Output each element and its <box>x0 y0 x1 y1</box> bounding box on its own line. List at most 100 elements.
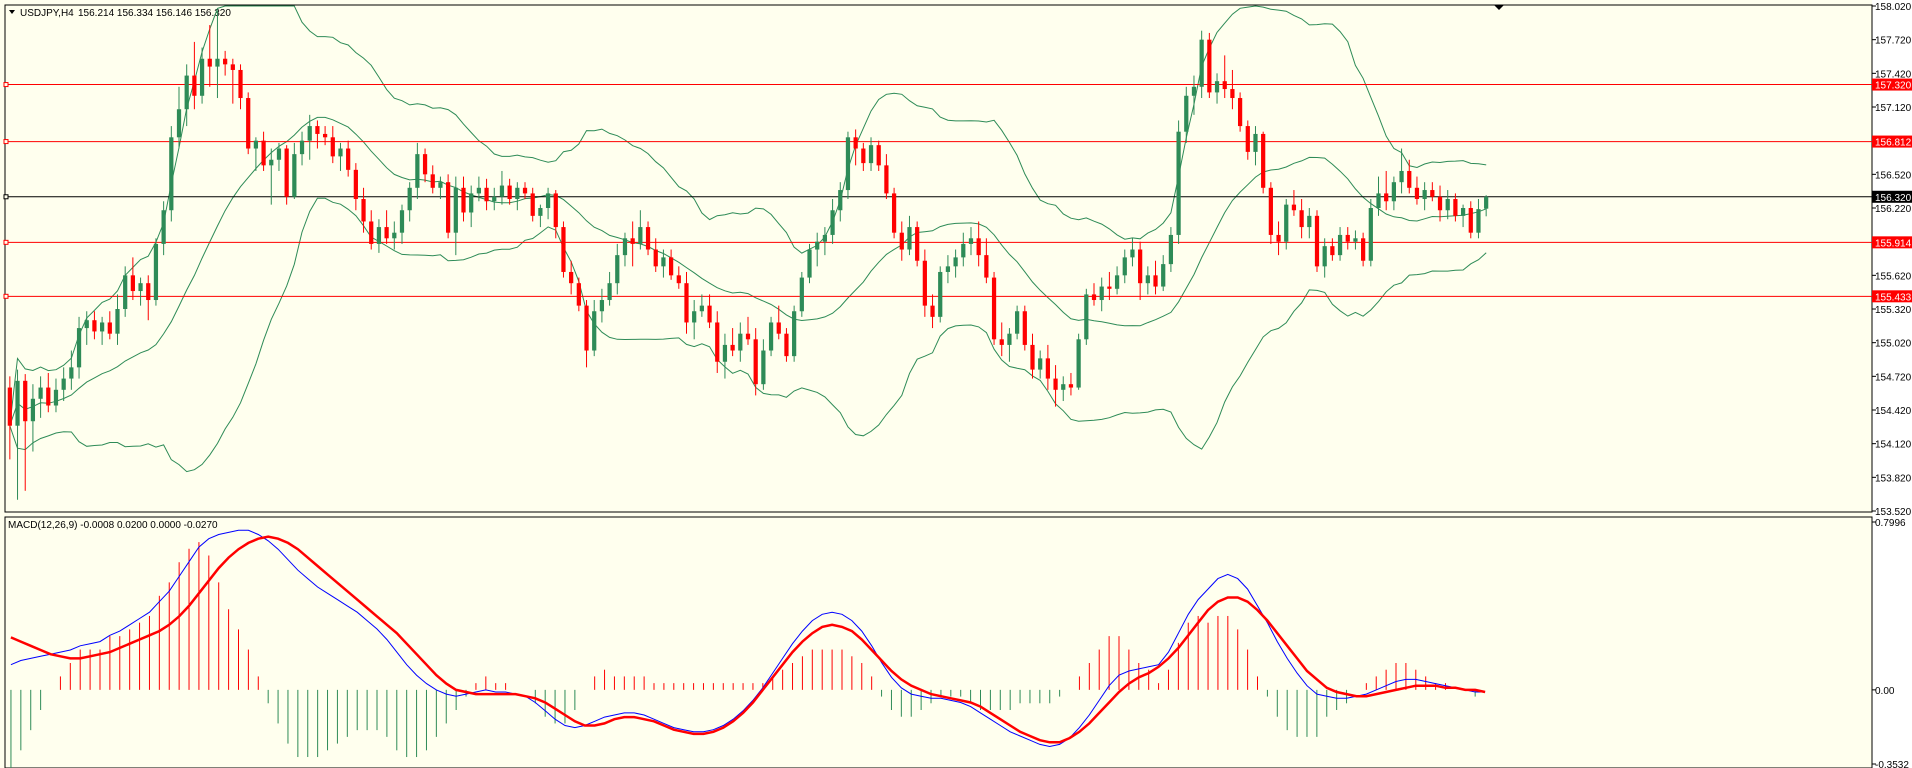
candle-body <box>361 199 366 222</box>
candle-body <box>638 227 643 244</box>
candle-body <box>976 238 981 256</box>
candle-body <box>899 232 904 250</box>
candle-body <box>630 238 635 244</box>
candle-body <box>1230 89 1235 99</box>
price-tick-label: 154.720 <box>1875 372 1912 383</box>
candle-body <box>246 98 251 149</box>
candle-body <box>807 249 812 278</box>
candle-body <box>1068 384 1074 388</box>
price-tick-label: 157.720 <box>1875 36 1912 47</box>
candle-body <box>330 137 335 157</box>
candle-body <box>422 154 428 175</box>
candle-body <box>292 154 297 197</box>
candle-body <box>1176 131 1181 235</box>
candle-body <box>461 187 466 213</box>
candle-body <box>822 234 828 242</box>
level-3-price-label: 155.433 <box>1875 292 1912 303</box>
candle-body <box>569 271 574 284</box>
level-2-handle <box>3 239 9 245</box>
candle-body <box>1145 275 1150 284</box>
price-pane[interactable] <box>4 4 1873 513</box>
candle-body <box>146 283 151 301</box>
candle-body <box>945 266 951 272</box>
dropdown-triangle-icon[interactable] <box>9 10 15 14</box>
candle-body <box>938 271 943 317</box>
candle-body <box>223 58 228 65</box>
candle-body <box>453 187 458 233</box>
level-1-price-label: 156.812 <box>1875 138 1912 149</box>
price-tick-label: 155.020 <box>1875 339 1912 350</box>
candle-body <box>476 187 481 194</box>
candle-body <box>1030 344 1035 370</box>
candle-body <box>753 339 758 385</box>
price-tick-label: 153.820 <box>1875 473 1912 484</box>
candle-body <box>399 210 405 233</box>
candle-body <box>446 182 451 233</box>
candle-body <box>584 305 589 351</box>
candle-body <box>668 257 674 276</box>
candle-body <box>15 380 20 426</box>
candle-body <box>930 305 935 317</box>
candle-body <box>276 148 282 160</box>
candle-body <box>169 137 174 211</box>
candle-body <box>1122 257 1127 276</box>
candle-body <box>576 283 581 306</box>
candle-body <box>1314 215 1320 267</box>
candle-body <box>376 227 382 244</box>
candle-body <box>1214 81 1220 93</box>
shift-marker-icon[interactable] <box>1494 5 1504 10</box>
candle-body <box>1376 193 1381 208</box>
candle-body <box>1453 199 1458 216</box>
level-3-handle <box>3 293 9 299</box>
candle-body <box>1307 215 1312 228</box>
candle-body <box>1422 190 1427 200</box>
candle-body <box>184 75 189 110</box>
candle-body <box>53 389 59 406</box>
candle-body <box>1084 294 1089 340</box>
candle-body <box>415 154 420 188</box>
candle-body <box>499 185 505 197</box>
candle-body <box>907 227 912 250</box>
level-1-price-tag <box>1872 135 1912 148</box>
candle-body <box>99 322 105 332</box>
level-1-handle <box>3 139 9 145</box>
candle-body <box>645 227 651 250</box>
candle-body <box>684 283 689 323</box>
candle-body <box>1207 39 1212 93</box>
candle-body <box>1368 208 1373 261</box>
candle-body <box>999 339 1004 345</box>
candle-body <box>730 344 735 351</box>
price-tick-label: 158.020 <box>1875 2 1912 13</box>
candle-body <box>1337 234 1343 256</box>
candle-body <box>1414 187 1420 200</box>
candle-body <box>522 187 528 194</box>
candle-body <box>815 241 820 250</box>
candle-body <box>1299 210 1304 228</box>
candle-body <box>23 380 28 422</box>
candle-body <box>1222 81 1227 90</box>
candle-body <box>1476 209 1481 233</box>
candle-body <box>592 311 597 351</box>
candle-body <box>515 187 520 200</box>
candle-body <box>1284 204 1289 242</box>
candle-body <box>699 305 704 312</box>
symbol-timeframe-label: USDJPY,H4 <box>20 8 74 19</box>
candle-body <box>861 148 866 164</box>
candle-body <box>61 378 66 390</box>
candle-body <box>707 305 712 323</box>
candle-body <box>984 255 989 278</box>
candle-body <box>1253 133 1258 152</box>
macd-pane[interactable] <box>4 516 1873 768</box>
candle-body <box>238 69 243 99</box>
candle-body <box>1038 358 1043 370</box>
candle-body <box>599 300 605 312</box>
candle-body <box>1184 95 1189 132</box>
candle-body <box>845 137 851 191</box>
candle-body <box>215 58 220 67</box>
candle-body <box>353 169 358 200</box>
candle-body <box>738 333 743 351</box>
candle-body <box>30 398 36 422</box>
candle-body <box>1091 294 1097 301</box>
